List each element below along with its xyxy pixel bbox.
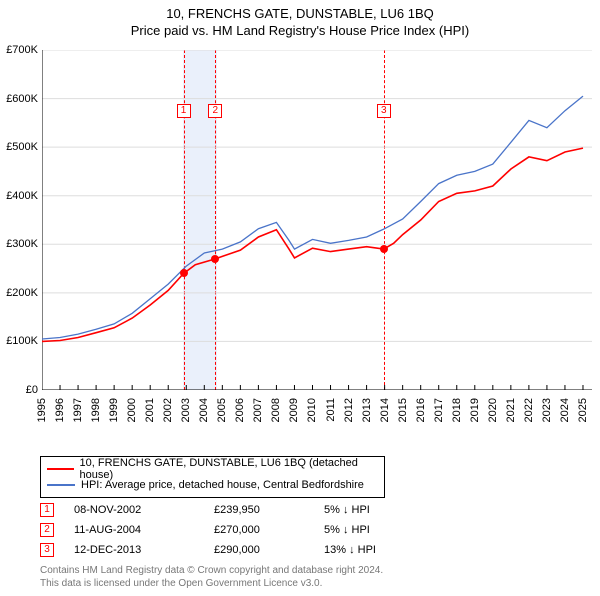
y-tick-label: £700K [0,44,38,56]
sale-badge: 1 [177,104,191,118]
x-tick-label: 2020 [487,398,499,422]
x-tick-label: 2014 [379,398,391,422]
x-tick-label: 2001 [144,398,156,422]
chart-container: £0£100K£200K£300K£400K£500K£600K£700K 12… [0,50,600,440]
x-tick-label: 2009 [288,398,300,422]
x-tick-label: 2019 [469,398,481,422]
sale-row-badge: 2 [40,523,54,537]
x-tick-label: 2025 [577,398,589,422]
sale-dot [380,245,388,253]
x-tick-label: 2016 [415,398,427,422]
sale-row: 1 08-NOV-2002£239,9505% ↓ HPI [40,500,560,520]
footer-attribution: Contains HM Land Registry data © Crown c… [40,564,383,590]
y-tick-label: £200K [0,287,38,299]
sale-row-badge: 3 [40,543,54,557]
legend-label-hpi: HPI: Average price, detached house, Cent… [81,479,364,491]
sale-date: 11-AUG-2004 [74,524,214,536]
x-tick-label: 2012 [343,398,355,422]
sales-table: 1 08-NOV-2002£239,9505% ↓ HPI 2 11-AUG-2004… [40,500,560,560]
x-tick-label: 2005 [216,398,228,422]
x-tick-label: 2011 [325,398,337,422]
legend-swatch-property [47,468,74,470]
x-tick-label: 2024 [559,398,571,422]
x-tick-label: 2018 [451,398,463,422]
legend-swatch-hpi [47,484,75,486]
x-tick-label: 1997 [72,398,84,422]
sale-diff: 5% ↓ HPI [324,524,464,536]
page-subtitle: Price paid vs. HM Land Registry's House … [0,23,600,38]
sale-price: £290,000 [214,544,324,556]
x-tick-label: 2006 [234,398,246,422]
sale-dot [211,255,219,263]
page-title: 10, FRENCHS GATE, DUNSTABLE, LU6 1BQ [0,6,600,21]
x-tick-label: 2007 [252,398,264,422]
x-tick-label: 2022 [523,398,535,422]
x-tick-label: 2008 [270,398,282,422]
x-tick-label: 2023 [541,398,553,422]
footer-line2: This data is licensed under the Open Gov… [40,577,383,590]
legend: 10, FRENCHS GATE, DUNSTABLE, LU6 1BQ (de… [40,456,385,498]
sale-row: 3 12-DEC-2013£290,00013% ↓ HPI [40,540,560,560]
sale-price: £239,950 [214,504,324,516]
sale-row-badge: 1 [40,503,54,517]
x-tick-label: 1996 [54,398,66,422]
x-tick-label: 2013 [361,398,373,422]
price-chart: 1 2 3 [42,50,592,390]
x-tick-label: 2003 [180,398,192,422]
sale-dot [180,269,188,277]
y-tick-label: £600K [0,93,38,105]
legend-item-property: 10, FRENCHS GATE, DUNSTABLE, LU6 1BQ (de… [47,461,378,477]
sale-badge: 2 [208,104,222,118]
x-tick-label: 2021 [505,398,517,422]
x-tick-label: 2000 [126,398,138,422]
x-tick-label: 2017 [433,398,445,422]
sale-date: 08-NOV-2002 [74,504,214,516]
chart-svg [42,50,592,390]
series-hpi [42,96,583,339]
y-tick-label: £400K [0,190,38,202]
x-tick-label: 2010 [306,398,318,422]
x-tick-label: 1998 [90,398,102,422]
x-tick-label: 2004 [198,398,210,422]
y-tick-label: £300K [0,238,38,250]
legend-label-property: 10, FRENCHS GATE, DUNSTABLE, LU6 1BQ (de… [80,457,378,481]
legend-item-hpi: HPI: Average price, detached house, Cent… [47,477,378,493]
y-tick-label: £500K [0,141,38,153]
sale-badge: 3 [377,104,391,118]
footer-line1: Contains HM Land Registry data © Crown c… [40,564,383,577]
sale-row: 2 11-AUG-2004£270,0005% ↓ HPI [40,520,560,540]
x-tick-label: 2015 [397,398,409,422]
y-tick-label: £0 [0,384,38,396]
x-tick-label: 2002 [162,398,174,422]
sale-price: £270,000 [214,524,324,536]
sale-diff: 5% ↓ HPI [324,504,464,516]
sale-date: 12-DEC-2013 [74,544,214,556]
y-tick-label: £100K [0,335,38,347]
x-tick-label: 1995 [36,398,48,422]
sale-diff: 13% ↓ HPI [324,544,464,556]
x-tick-label: 1999 [108,398,120,422]
